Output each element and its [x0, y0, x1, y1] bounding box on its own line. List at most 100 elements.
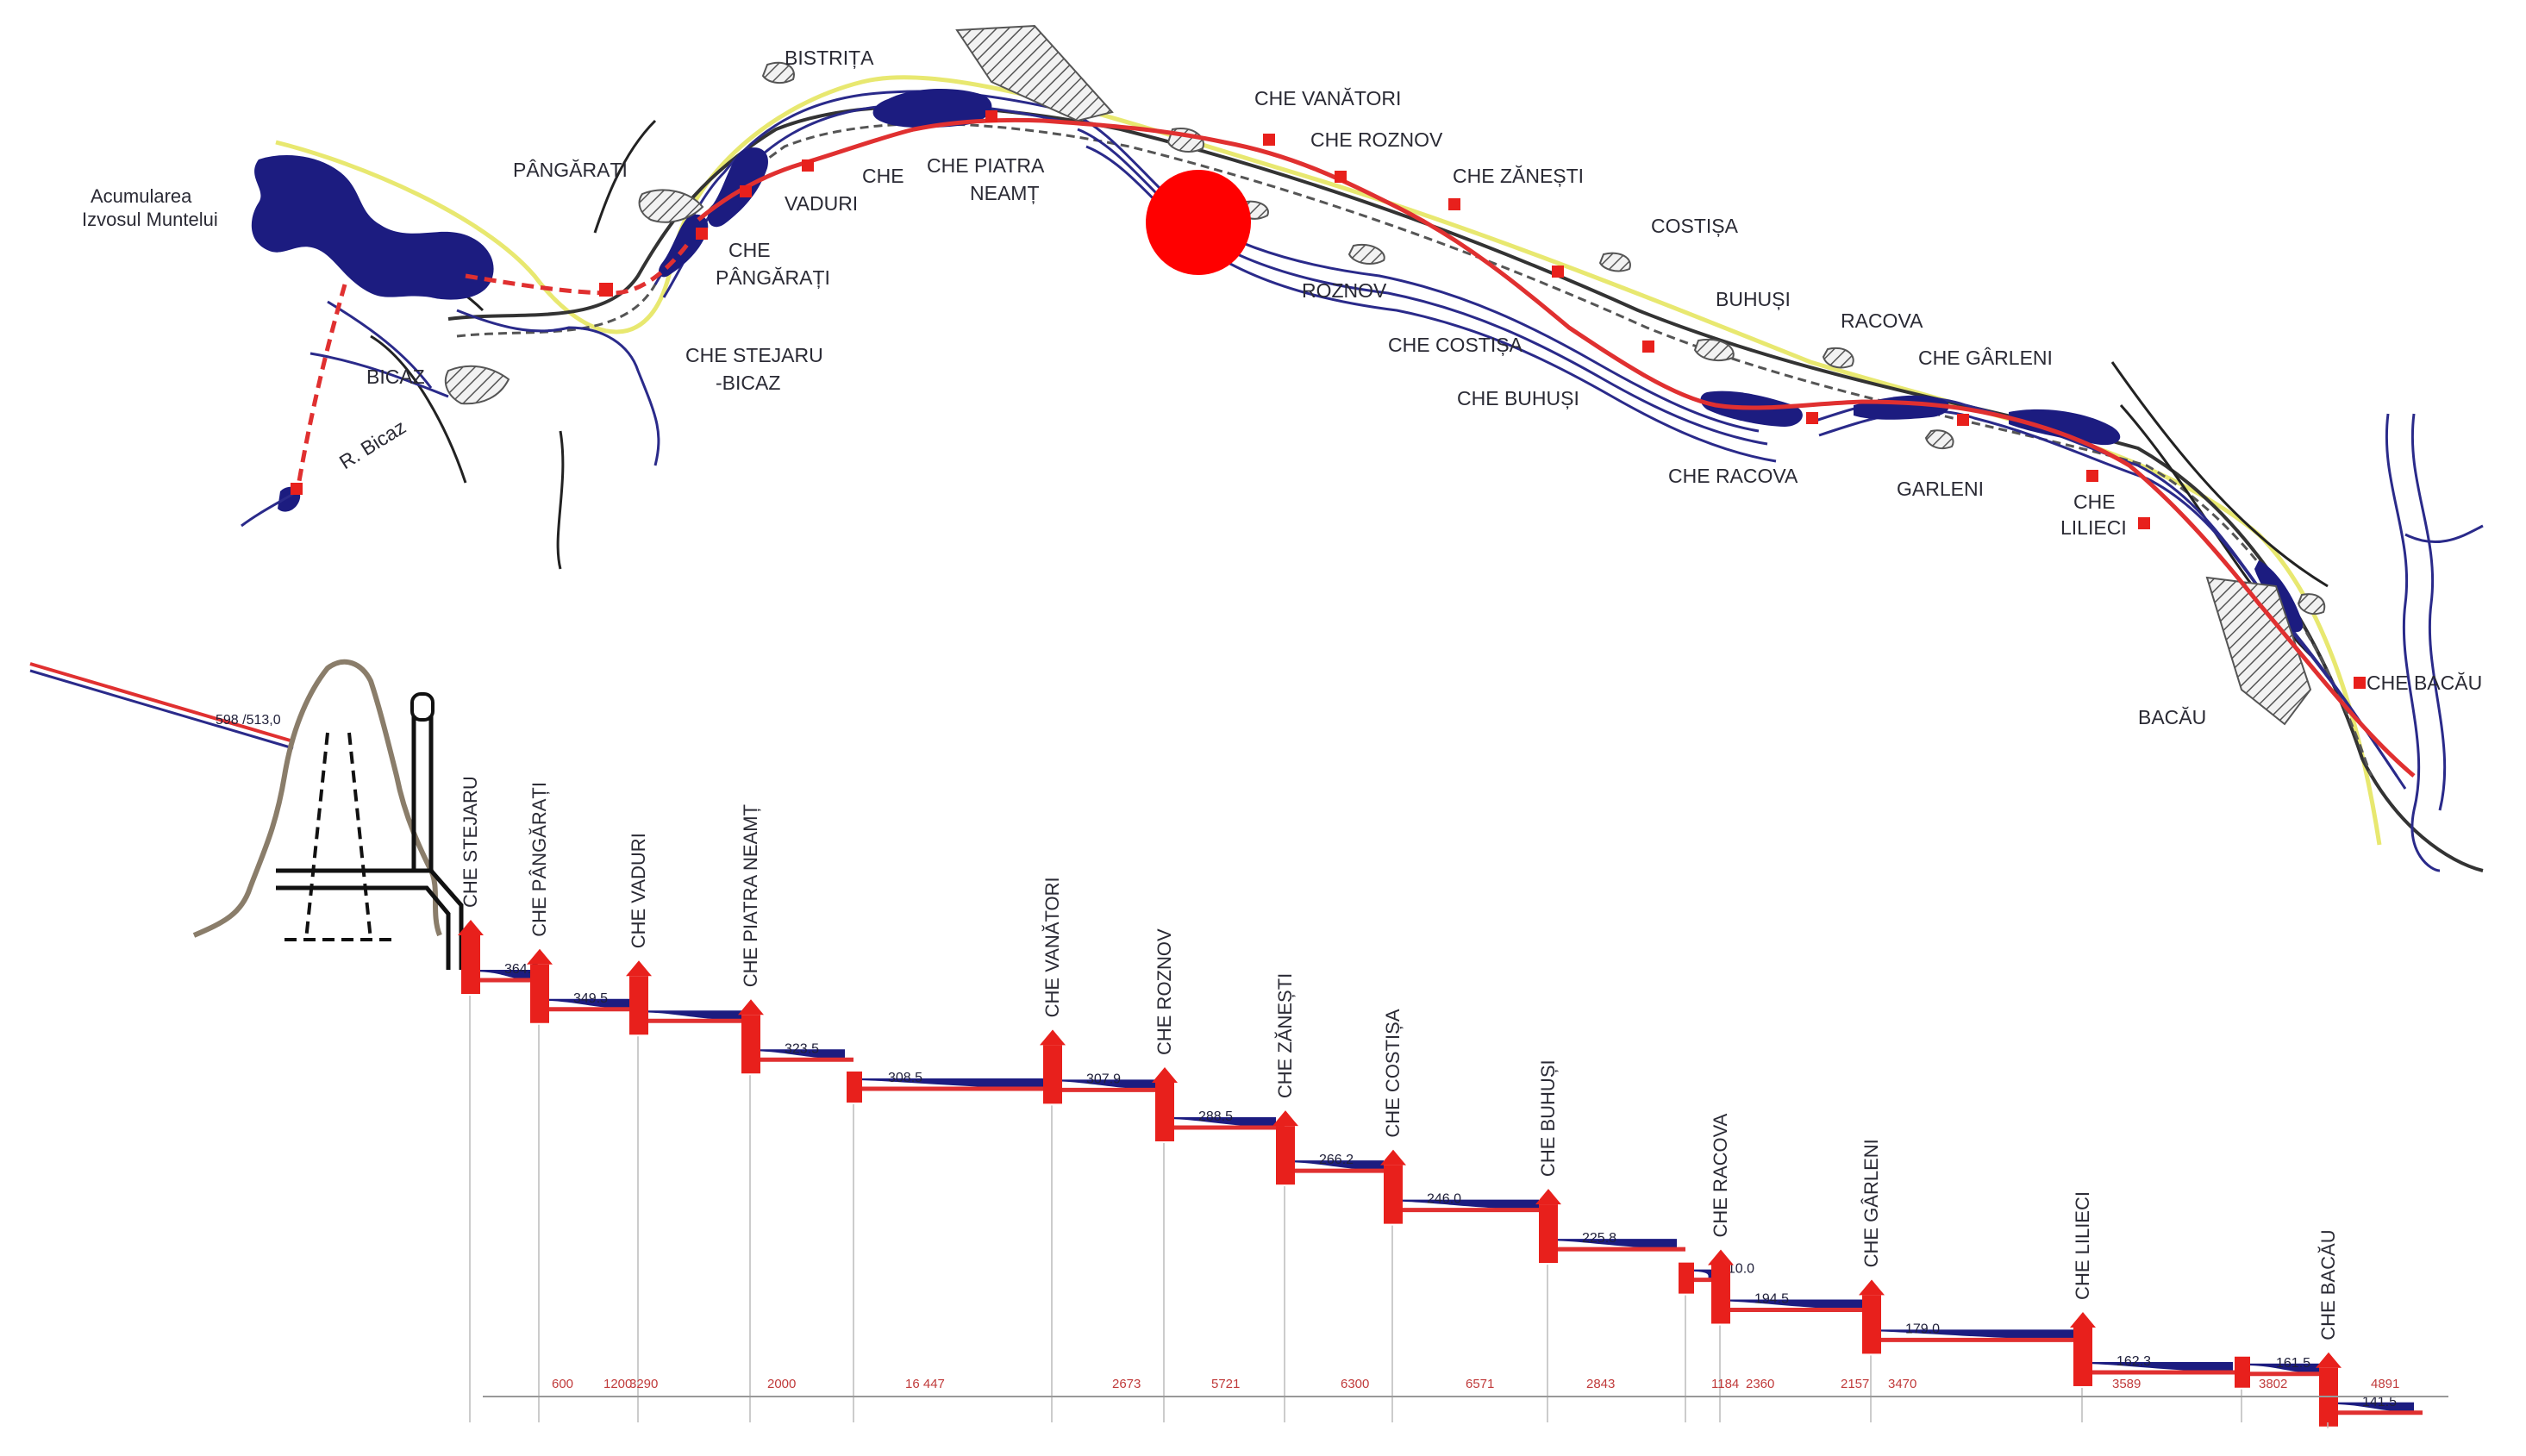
- label-che-piatra-1: CHE PIATRA: [927, 154, 1045, 177]
- reservoir-wedge: [2242, 1363, 2319, 1374]
- distance-label: 2843: [1586, 1377, 1615, 1391]
- distance-label: 5721: [1211, 1377, 1240, 1391]
- label-costisa: COSTIȘA: [1651, 215, 1739, 237]
- plant-name-label: CHE BUHUȘI: [1537, 1059, 1559, 1177]
- plant-arrow: [738, 999, 764, 1015]
- weir-block: [1679, 1262, 1694, 1294]
- elevation-label: 308.5: [888, 1071, 922, 1085]
- intake-canal-blue: [29, 669, 294, 750]
- profile-gridlines: [469, 996, 2329, 1428]
- plant-block: [1711, 1265, 1730, 1324]
- plant-block: [1384, 1165, 1403, 1224]
- plant-block: [1043, 1045, 1062, 1104]
- plant-arrow: [2070, 1311, 2096, 1328]
- distance-label: 3802: [2259, 1377, 2287, 1391]
- lake-izvorul-muntelui: [251, 155, 494, 300]
- plant-arrow: [1708, 1249, 1734, 1265]
- reservoir-wedge: [1052, 1079, 1155, 1090]
- label-che-vaduri-2: VADURI: [785, 192, 858, 215]
- elevation-label: 246.0: [1427, 1192, 1461, 1207]
- distance-label: 1200: [603, 1377, 632, 1391]
- label-che-piatra-2: NEAMȚ: [970, 182, 1040, 204]
- plant-name-label: CHE PIATRA NEAMȚ: [740, 804, 761, 987]
- plant-name-label: CHE RACOVA: [1710, 1113, 1731, 1237]
- label-garleni: GARLENI: [1897, 478, 1984, 500]
- plant-block: [629, 976, 648, 1035]
- plant-name-label: CHE ROZNOV: [1154, 928, 1175, 1055]
- label-che-lilieci-2: LILIECI: [2060, 516, 2127, 539]
- label-che-zanesti: CHE ZĂNEȘTI: [1453, 165, 1584, 187]
- plant-name-label: CHE ZĂNEȘTI: [1274, 973, 1296, 1098]
- reservoir-wedge: [1547, 1239, 1677, 1250]
- plant-block: [1862, 1295, 1881, 1354]
- plant-arrow: [458, 920, 484, 935]
- plant-block: [1155, 1083, 1174, 1141]
- plant-arrow: [2316, 1352, 2342, 1368]
- label-che-stejaru-2: -BICAZ: [716, 372, 780, 394]
- town-areas: [444, 24, 2326, 726]
- distance-label: 600: [552, 1377, 573, 1391]
- distance-label: 2360: [1746, 1377, 1774, 1391]
- distance-label: 6300: [1341, 1377, 1369, 1391]
- reservoir-wedge: [638, 1010, 741, 1022]
- label-acumularea-1: Acumularea: [91, 185, 192, 207]
- plant-name-label: CHE PÂNGĂRAȚI: [528, 782, 550, 937]
- label-che-costisa: CHE COSTIȘA: [1388, 334, 1523, 356]
- railway-line: [447, 104, 2484, 872]
- reservoir-vaduri: [707, 147, 768, 228]
- plant-name-label: CHE GÂRLENI: [1860, 1139, 1882, 1267]
- elevation-label: 225.8: [1582, 1231, 1616, 1246]
- elevation-label: 161.5: [2276, 1356, 2310, 1371]
- distance-label: 2000: [767, 1377, 796, 1391]
- mountain-profile: [192, 659, 442, 938]
- plant-name-label: CHE VADURI: [628, 833, 649, 948]
- elevation-label: 162.3: [2116, 1354, 2151, 1369]
- label-bicaz: BICAZ: [366, 366, 425, 388]
- plant-name-label: CHE LILIECI: [2072, 1191, 2093, 1300]
- distance-label: 16 447: [905, 1377, 945, 1391]
- highlight-marker-dot: [1146, 170, 1251, 275]
- plant-arrow: [626, 960, 652, 977]
- profile-steps: [470, 970, 2423, 1415]
- elevation-label: 266.2: [1319, 1153, 1354, 1167]
- plant-arrow: [1040, 1029, 1066, 1046]
- plant-arrow: [1272, 1110, 1298, 1127]
- distance-label: 3470: [1888, 1377, 1916, 1391]
- surge-tank: [410, 692, 435, 722]
- label-che-pangarati-2: PÂNGĂRAȚI: [716, 266, 830, 289]
- label-bistrita: BISTRIȚA: [785, 47, 874, 69]
- distance-label: 3290: [629, 1377, 658, 1391]
- railway-line-2: [456, 122, 2373, 777]
- weir-block: [847, 1072, 862, 1103]
- plant-name-label: CHE BACĂU: [2317, 1229, 2339, 1340]
- label-bacau: BACĂU: [2138, 706, 2206, 728]
- plant-name-label: CHE STEJARU: [460, 776, 481, 908]
- plant-block: [1276, 1126, 1295, 1185]
- label-che-buhusi: CHE BUHUȘI: [1457, 387, 1579, 409]
- reservoir-wedge: [1720, 1299, 1862, 1310]
- plant-arrow: [527, 948, 553, 965]
- reservoir-wedge: [2328, 1402, 2414, 1413]
- reservoir-wedge: [1871, 1329, 2073, 1340]
- intake-level-label: 598 /513,0: [216, 713, 281, 728]
- reservoir-lilieci: [2009, 409, 2121, 446]
- map-view: Acumularea Izvosul Muntelui BISTRIȚA PÂN…: [82, 24, 2484, 872]
- label-buhusi: BUHUȘI: [1716, 288, 1791, 310]
- plant-block: [1539, 1204, 1558, 1264]
- reservoir-wedge: [470, 970, 530, 980]
- dam-shaft: [284, 732, 397, 941]
- reservoir-wedge: [1285, 1160, 1384, 1172]
- road-line: [275, 75, 2382, 846]
- reservoir-wedge: [750, 1049, 845, 1060]
- elevation-label: 179.0: [1905, 1322, 1940, 1336]
- elevation-label: 349.5: [573, 991, 608, 1006]
- reservoir-bistrita: [872, 89, 992, 128]
- label-che-racova: CHE RACOVA: [1668, 465, 1798, 487]
- reservoir-wedge: [1164, 1117, 1276, 1128]
- reservoir-wedge: [539, 998, 629, 1009]
- reservoir-garleni: [1854, 395, 1949, 420]
- canal-dashed-south: [295, 284, 347, 492]
